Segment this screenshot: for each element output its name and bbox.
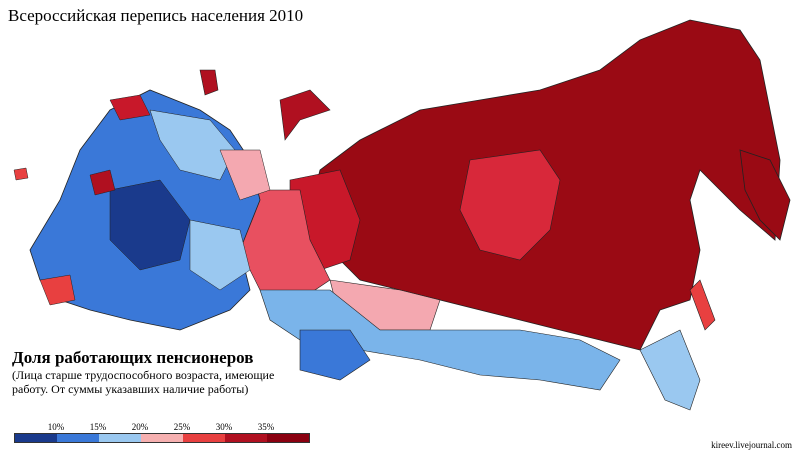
map-region-kamchatka bbox=[739, 149, 791, 241]
map-title: Всероссийская перепись населения 2010 bbox=[8, 6, 304, 25]
legend-tick: 25% bbox=[173, 422, 191, 432]
legend-tick: 15% bbox=[89, 422, 107, 432]
legend-tick: 35% bbox=[257, 422, 275, 432]
legend-swatch bbox=[141, 434, 183, 442]
map-region-moscow bbox=[89, 169, 116, 196]
legend-swatch bbox=[15, 434, 57, 442]
legend-swatch bbox=[183, 434, 225, 442]
map-region-central-blue-dark bbox=[109, 179, 191, 271]
legend-tick: 30% bbox=[215, 422, 233, 432]
legend-tick: 20% bbox=[131, 422, 149, 432]
legend-swatch bbox=[225, 434, 267, 442]
map-region-novaya-zemlya bbox=[279, 89, 331, 141]
map-region-sakhalin bbox=[689, 279, 716, 331]
map-region-altai bbox=[299, 329, 371, 381]
map-region-volga bbox=[189, 219, 251, 291]
map-region-caucasus bbox=[39, 274, 76, 306]
legend-description: (Лица старше трудоспособного возраста, и… bbox=[12, 368, 275, 396]
map-region-komi bbox=[219, 149, 271, 201]
legend-title: Доля работающих пенсионеров bbox=[12, 348, 254, 367]
map-region-northwest-light bbox=[149, 109, 236, 181]
map-region-kola bbox=[109, 94, 151, 121]
legend-tick: 10% bbox=[47, 422, 65, 432]
legend-swatch bbox=[57, 434, 99, 442]
map-region-primorye bbox=[639, 329, 701, 411]
map-region-kaliningrad bbox=[13, 167, 29, 181]
legend-color-bar bbox=[14, 433, 310, 443]
legend-swatch bbox=[99, 434, 141, 442]
legend-swatch bbox=[267, 434, 309, 442]
map-region-central-siberia bbox=[459, 149, 561, 261]
map-region-arctic-islands bbox=[199, 69, 219, 96]
credit-text: kireev.livejournal.com bbox=[711, 440, 792, 450]
